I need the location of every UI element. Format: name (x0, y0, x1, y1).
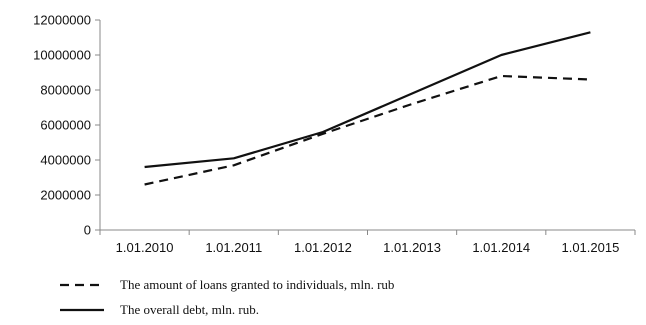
y-axis-ticks: 0 2000000 4000000 6000000 8000000 10000000 120… (33, 13, 100, 238)
x-axis-ticks: 1.01.2010 1.01.2011 1.01.2012 1.01.2013 1.01… (99, 230, 636, 255)
x-tick-label: 1.01.2014 (472, 240, 530, 255)
x-tick-label: 1.01.2011 (205, 240, 262, 255)
chart-series (144, 31, 591, 186)
x-tick-label: 1.01.2015 (561, 240, 619, 255)
y-tick-label: 10000000 (33, 48, 91, 63)
y-tick-label: 6000000 (40, 118, 91, 133)
legend-label: The amount of loans granted to individua… (120, 277, 394, 292)
series-line-debt (144, 31, 591, 169)
x-tick-label: 1.01.2010 (116, 240, 174, 255)
y-tick-label: 8000000 (40, 83, 91, 98)
chart-axes (99, 20, 635, 231)
legend-label: The overall debt, mln. rub. (120, 302, 259, 317)
y-tick-label: 4000000 (40, 153, 91, 168)
y-tick-label: 12000000 (33, 13, 91, 28)
y-tick-label: 0 (84, 223, 91, 238)
x-tick-label: 1.01.2012 (294, 240, 352, 255)
series-line-loans (144, 74, 591, 186)
chart-legend: The amount of loans granted to individua… (60, 277, 394, 317)
x-tick-label: 1.01.2013 (383, 240, 441, 255)
y-tick-label: 2000000 (40, 188, 91, 203)
